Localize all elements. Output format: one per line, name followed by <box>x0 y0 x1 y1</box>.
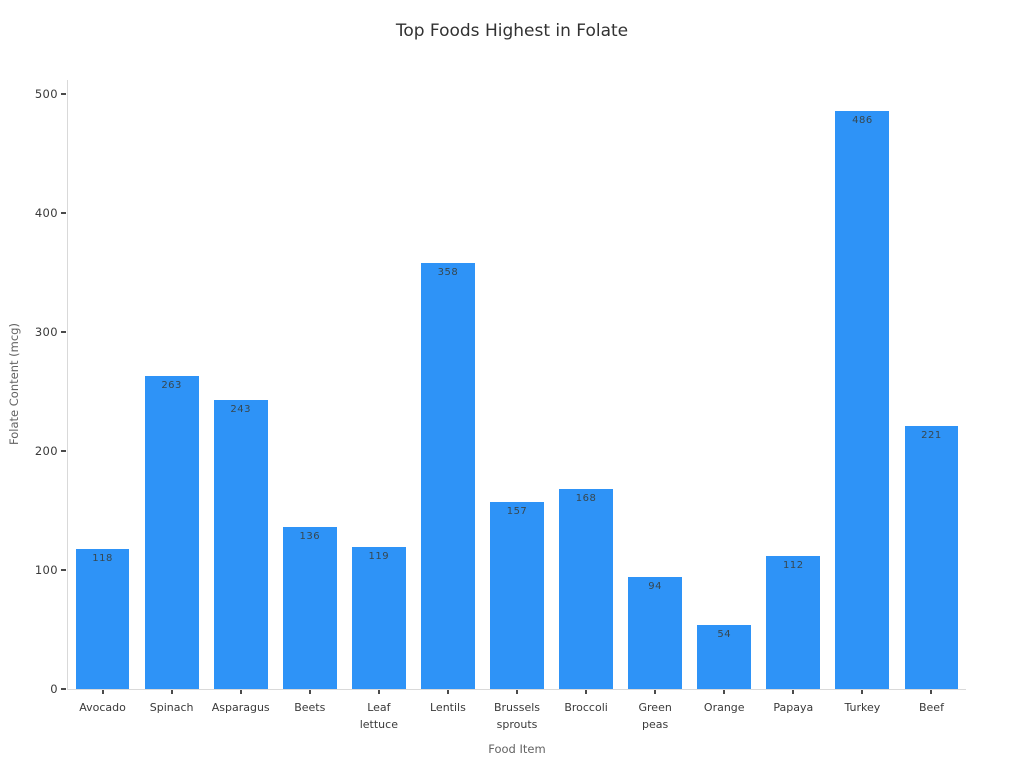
y-tick-mark <box>61 569 66 572</box>
y-tick-mark <box>61 688 66 690</box>
bar-turkey: 486 <box>835 110 890 689</box>
bar-value-label: 119 <box>368 551 390 563</box>
bar-value-label: 221 <box>921 430 942 442</box>
bar-slot: 136 <box>275 80 344 689</box>
bar-brussels-sprouts: 157 <box>490 502 544 689</box>
bar-value-label: 263 <box>161 380 182 392</box>
x-tick-label-brussels-sprouts: Brussels sprouts <box>493 701 541 731</box>
y-tick-mark <box>61 212 66 215</box>
bar-beef: 221 <box>904 426 959 689</box>
y-tick-label: 200 <box>34 444 58 459</box>
x-tick-label-green-peas: Green peas <box>638 701 672 731</box>
bar-value-label: 168 <box>575 493 597 505</box>
y-axis-line <box>67 80 68 690</box>
bar-slot: 243 <box>206 80 275 689</box>
y-tick-label: 100 <box>34 563 58 578</box>
bar-value-label: 358 <box>437 267 459 279</box>
bar-slot: 54 <box>690 80 759 689</box>
bar-slot: 358 <box>413 80 482 689</box>
x-tick-mark <box>446 690 449 694</box>
bar-value-label: 112 <box>783 559 804 571</box>
x-tick-mark <box>792 690 795 694</box>
x-tick-label-orange: Orange <box>703 701 745 714</box>
x-tick-mark <box>170 690 173 694</box>
bar-value-label: 486 <box>852 114 873 126</box>
x-tick-label-leaf-lettuce: Leaf lettuce <box>359 701 398 731</box>
y-tick-label: 500 <box>34 87 58 102</box>
x-tick-label-papaya: Papaya <box>773 701 814 714</box>
x-tick-mark <box>930 690 933 694</box>
x-tick-label-spinach: Spinach <box>149 701 194 714</box>
x-tick-label-beets: Beets <box>294 701 326 714</box>
bar-value-label: 136 <box>299 531 321 543</box>
bar-slot: 168 <box>552 80 621 689</box>
bar-value-label: 54 <box>717 628 732 640</box>
bar-beets: 136 <box>282 527 337 689</box>
y-tick-mark <box>61 450 66 453</box>
bar-slot: 157 <box>482 80 551 689</box>
x-tick-label-lentils: Lentils <box>430 701 466 714</box>
y-tick-mark <box>61 93 66 96</box>
x-axis-line <box>67 689 966 690</box>
bar-papaya: 112 <box>766 555 821 689</box>
bar-slot: 263 <box>137 80 206 689</box>
x-tick-mark <box>101 690 104 694</box>
bar-broccoli: 168 <box>559 489 614 689</box>
bar-green-peas: 94 <box>628 577 683 689</box>
x-tick-label-broccoli: Broccoli <box>564 701 608 714</box>
bar-avocado: 118 <box>75 548 130 689</box>
chart-title: Top Foods Highest in Folate <box>395 21 629 41</box>
bar-orange: 54 <box>697 624 752 689</box>
x-axis-title: Food Item <box>488 742 546 756</box>
x-tick-label-avocado: Avocado <box>79 701 126 714</box>
x-tick-mark <box>585 690 588 694</box>
x-tick-mark <box>654 690 657 694</box>
bar-value-label: 118 <box>92 552 113 564</box>
bars-container: 118 263 243 136 119 358 157 168 94 54 112 486 221 <box>68 80 966 689</box>
x-tick-label-beef: Beef <box>918 701 944 714</box>
bar-value-label: 157 <box>506 506 528 518</box>
bar-slot: 119 <box>344 80 413 689</box>
y-axis-title: Folate Content (mcg) <box>7 323 21 445</box>
y-tick-label: 300 <box>34 325 58 340</box>
x-tick-mark <box>239 690 242 694</box>
y-tick-label: 400 <box>34 206 58 221</box>
x-tick-mark <box>308 690 311 694</box>
bar-spinach: 263 <box>144 376 199 689</box>
bar-leaf-lettuce: 119 <box>351 547 406 689</box>
bar-slot: 118 <box>68 80 137 689</box>
bar-value-label: 243 <box>230 403 251 415</box>
bar-slot: 112 <box>759 80 828 689</box>
y-tick-label: 0 <box>50 682 58 696</box>
bar-lentils: 358 <box>420 263 475 689</box>
x-tick-mark <box>861 690 864 694</box>
bar-slot: 221 <box>897 80 966 689</box>
x-tick-label-asparagus: Asparagus <box>211 701 270 714</box>
x-tick-mark <box>723 690 726 694</box>
x-tick-mark <box>377 690 380 694</box>
x-tick-label-turkey: Turkey <box>844 701 881 714</box>
y-tick-mark <box>61 331 66 334</box>
bar-slot: 94 <box>621 80 690 689</box>
bar-asparagus: 243 <box>213 399 268 689</box>
x-axis-labels: Avocado Spinach Asparagus Beets Leaf lettuce… <box>68 700 966 733</box>
plot-area: 118 263 243 136 119 358 157 168 94 54 112 486 221 <box>68 80 966 689</box>
bar-value-label: 94 <box>648 581 663 593</box>
x-tick-mark <box>516 690 518 694</box>
bar-slot: 486 <box>828 80 897 689</box>
